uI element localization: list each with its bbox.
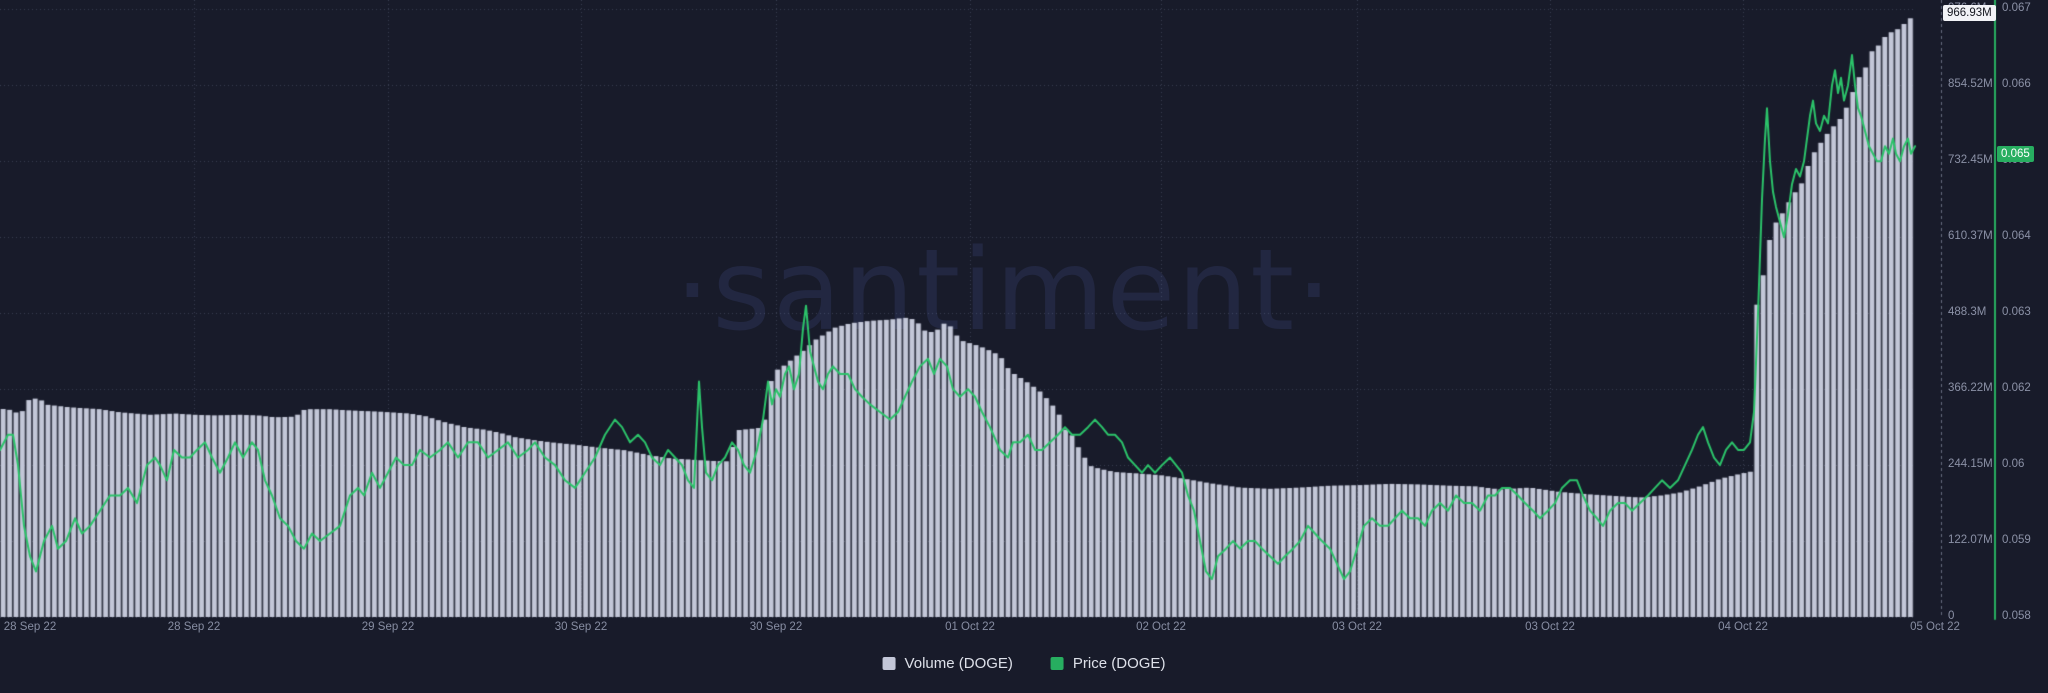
x-axis-label: 04 Oct 22	[1718, 621, 1768, 633]
x-axis-label: 03 Oct 22	[1525, 621, 1575, 633]
price-swatch-icon	[1050, 657, 1064, 670]
price-axis-label: 0.058	[2002, 610, 2031, 622]
x-axis-label: 01 Oct 22	[945, 621, 995, 633]
legend-item-volume[interactable]: Volume (DOGE)	[882, 655, 1013, 672]
volume-axis-label: 854.52M	[1948, 78, 1993, 90]
price-axis-label: 0.062	[2002, 382, 2031, 394]
volume-axis-label: 0	[1948, 610, 1955, 622]
legend-item-price[interactable]: Price (DOGE)	[1050, 655, 1166, 672]
volume-axis-label: 610.37M	[1948, 230, 1993, 242]
price-axis-label: 0.059	[2002, 534, 2031, 546]
price-legend-label: Price (DOGE)	[1072, 655, 1166, 672]
price-axis-label: 0.067	[2002, 2, 2031, 14]
volume-legend-label: Volume (DOGE)	[904, 655, 1013, 672]
volume-axis-label: 122.07M	[1948, 534, 1993, 546]
x-axis-label: 29 Sep 22	[361, 621, 415, 633]
current-volume-badge: 966.93M	[1943, 5, 1996, 21]
x-axis-label: 03 Oct 22	[1332, 621, 1382, 633]
x-axis-label: 28 Sep 22	[167, 621, 221, 633]
x-axis-label: 28 Sep 22	[3, 621, 57, 633]
price-axis-label: 0.066	[2002, 78, 2031, 90]
chart-legend: Volume (DOGE) Price (DOGE)	[882, 655, 1166, 672]
volume-axis-label: 488.3M	[1948, 306, 1987, 318]
price-axis-label: 0.063	[2002, 306, 2031, 318]
price-axis-label: 0.06	[2002, 458, 2025, 470]
x-axis-label: 02 Oct 22	[1136, 621, 1186, 633]
current-price-badge: 0.065	[1997, 146, 2034, 162]
x-axis-label: 05 Oct 22	[1910, 621, 1960, 633]
x-axis-label: 30 Sep 22	[749, 621, 803, 633]
x-axis-label: 30 Sep 22	[554, 621, 608, 633]
price-axis-label: 0.064	[2002, 230, 2031, 242]
volume-axis-label: 732.45M	[1948, 154, 1993, 166]
volume-axis-label: 244.15M	[1948, 458, 1993, 470]
volume-axis-label: 366.22M	[1948, 382, 1993, 394]
volume-swatch-icon	[882, 657, 896, 670]
